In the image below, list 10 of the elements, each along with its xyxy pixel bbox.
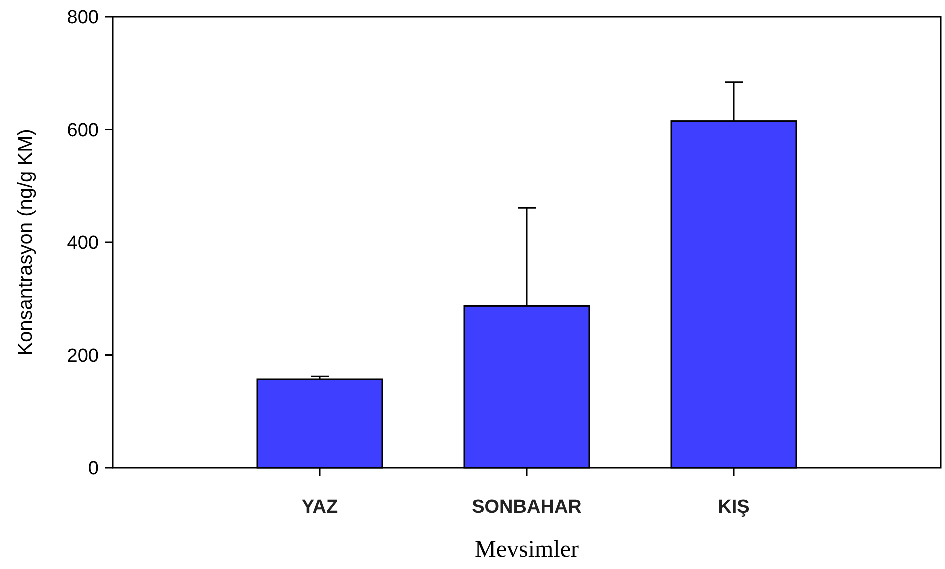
x-axis-title: Mevsimler bbox=[475, 537, 579, 563]
x-tick-label: YAZ bbox=[302, 497, 339, 518]
x-tick-label: KIŞ bbox=[718, 497, 750, 518]
y-axis-title: Konsantrasyon (ng/g KM) bbox=[15, 129, 37, 356]
y-tick-label: 400 bbox=[67, 233, 99, 254]
y-tick-label: 200 bbox=[67, 346, 99, 367]
y-tick-label: 0 bbox=[88, 458, 99, 480]
y-tick-label: 800 bbox=[67, 8, 99, 29]
y-tick-label: 600 bbox=[67, 120, 99, 142]
x-tick-label: SONBAHAR bbox=[472, 497, 582, 518]
